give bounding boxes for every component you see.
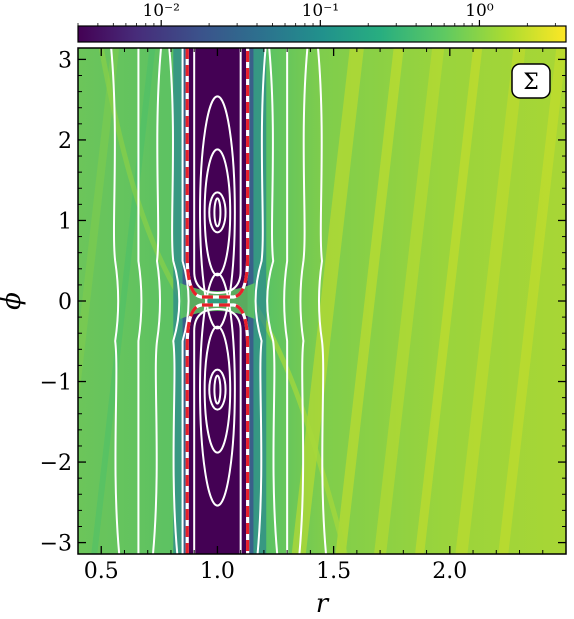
streamline (298, 48, 309, 554)
x-axis-label: r (316, 589, 330, 619)
wake-streak (91, 48, 156, 554)
streamline (266, 48, 279, 554)
planet-marker (205, 298, 230, 304)
colorbar: 10⁻² 10⁻¹ 10⁰ (77, 1, 567, 43)
streamline (283, 48, 289, 554)
y-tick-label: −1 (40, 371, 72, 396)
streamline (181, 48, 190, 554)
streamlines (110, 48, 327, 554)
wake-streak (335, 48, 404, 554)
colorbar-tick-label: 10⁻¹ (302, 1, 339, 21)
panel-label: Σ (523, 70, 539, 95)
streamline (254, 48, 267, 554)
vortex-core (213, 197, 222, 228)
streamline (317, 48, 327, 554)
separatrix-line (185, 48, 250, 299)
wake-streak (78, 48, 120, 407)
wake-streak (415, 48, 483, 554)
wake-streak (455, 48, 526, 554)
streamline (110, 48, 121, 554)
wake-streak (498, 48, 566, 554)
wake-streak (291, 48, 364, 554)
plot-area (78, 48, 566, 554)
streamline (137, 48, 143, 554)
y-tick-label: 2 (58, 129, 72, 154)
x-tick-label: 1.0 (200, 559, 235, 584)
horseshoe-streamline (193, 48, 242, 295)
vortex-core (213, 374, 222, 405)
x-tick-label: 1.5 (316, 559, 351, 584)
x-tick-label: 0.5 (84, 559, 119, 584)
vortex-contour (199, 95, 236, 330)
vortex-contour (208, 368, 227, 411)
panel-label-box: Σ (511, 63, 551, 99)
x-axis: 0.5 1.0 1.5 2.0 (77, 48, 567, 584)
colorbar-bar (77, 25, 567, 43)
vortex-contour (208, 191, 227, 234)
y-axis: −3 −2 −1 0 1 2 3 (40, 48, 566, 557)
colorbar-tick-label: 10⁻² (142, 1, 179, 21)
streamline (152, 48, 163, 554)
streamline (168, 48, 181, 554)
y-tick-label: −2 (40, 451, 72, 476)
y-axis-label: ϕ (0, 292, 27, 310)
vortex-contour (203, 325, 232, 454)
x-tick-label: 2.0 (432, 559, 467, 584)
y-tick-label: 3 (58, 48, 72, 73)
vortex-contour (199, 272, 236, 507)
colorbar-tick-label: 10⁰ (465, 1, 494, 21)
wake-streak (374, 48, 445, 554)
horseshoe-streamline (193, 307, 242, 554)
separatrix-line (185, 303, 250, 554)
vortex-contour (203, 148, 232, 277)
separatrix (185, 48, 250, 554)
y-tick-label: 0 (58, 290, 72, 315)
y-tick-label: −3 (40, 532, 72, 557)
y-tick-label: 1 (58, 209, 72, 234)
